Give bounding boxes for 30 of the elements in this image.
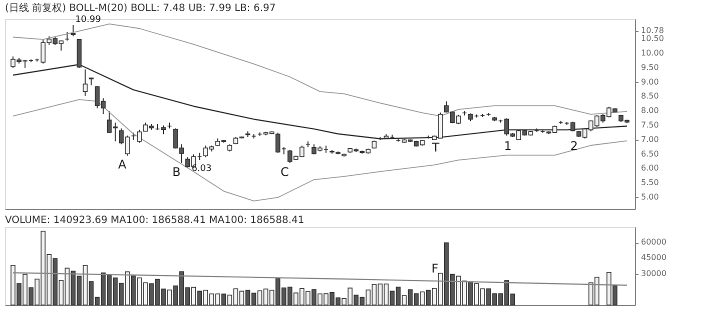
text: T [432,140,440,154]
text: 2 [570,139,578,154]
y-tick-label: 30000 [641,268,666,278]
candlestick [70,24,76,37]
y-tick-label: 8.50 [641,92,659,101]
candlestick [82,68,88,96]
text: C [280,164,289,179]
y-tick-label: 10.78 [641,26,664,36]
y-tick-label: 7.50 [641,120,659,130]
text: B [172,164,181,179]
y-tick-label: 7.00 [641,134,659,144]
y-tick-label: 5.00 [641,192,659,202]
line-series [12,23,628,116]
y-tick-label: 5.50 [641,178,659,188]
chart-title: (日线 前复权) BOLL-M(20) BOLL: 7.48 UB: 7.99 LB: 6.97 [5,2,276,14]
y-tick-label: 10.00 [641,48,664,58]
y-tick-label: 60000 [641,238,666,247]
text: A [118,158,126,172]
y-tick-label: 45000 [641,253,666,262]
y-tick-label: 6.00 [641,164,659,173]
text: 1 [504,139,512,154]
text: 6.03 [192,164,212,174]
chart-title: VOLUME: 140923.69 MA100: 186588.41 MA100: 186588.41 [5,215,304,226]
y-tick-label: 6.50 [641,149,659,158]
y-tick-label: 9.50 [641,62,659,72]
y-tick-label: 9.00 [641,77,659,86]
y-tick-label: 10.50 [641,34,664,44]
data-label: F [431,261,438,276]
text: 10.99 [75,15,101,26]
y-tick-label: 8.00 [641,106,659,116]
